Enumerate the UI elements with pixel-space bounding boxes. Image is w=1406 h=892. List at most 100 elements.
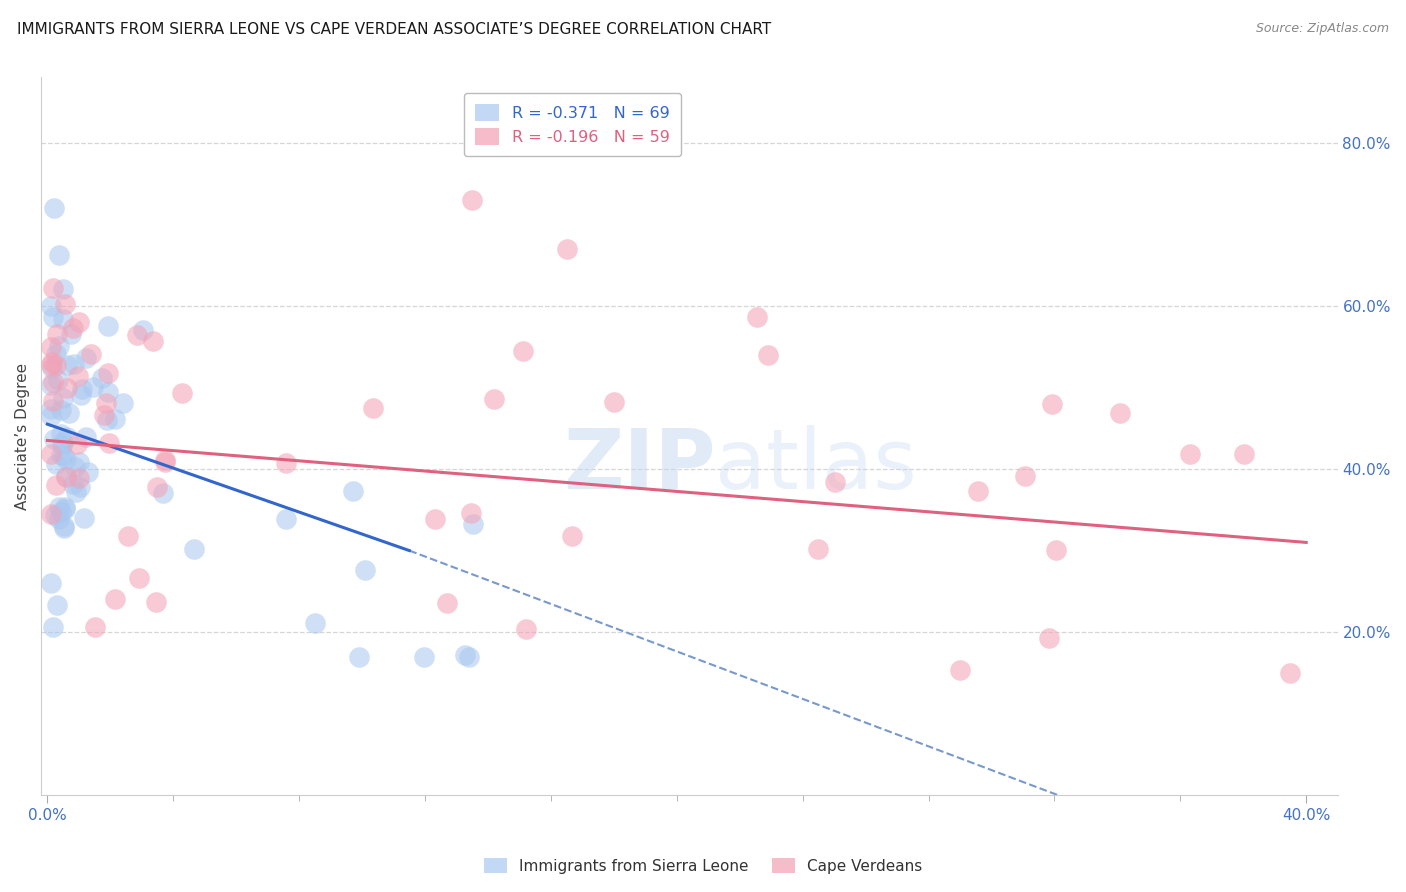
Point (153, 455, 176, 469)
Point (103, 592, 125, 607)
Point (274, 456, 297, 470)
Point (436, 596, 458, 610)
Point (453, 648, 475, 662)
Point (91, 370, 114, 384)
Point (347, 649, 370, 664)
Point (1108, 406, 1130, 420)
Point (98, 436, 121, 450)
Point (48, 373, 70, 387)
Point (72, 382, 94, 396)
Point (49, 505, 72, 519)
Point (458, 649, 481, 664)
Point (42, 310, 65, 324)
Point (1045, 543, 1067, 558)
Point (48, 339, 70, 353)
Point (745, 310, 768, 325)
Point (51, 402, 73, 417)
Point (45, 347, 67, 361)
Legend: Immigrants from Sierra Leone, Cape Verdeans: Immigrants from Sierra Leone, Cape Verde… (478, 852, 928, 880)
Point (412, 649, 434, 664)
Point (39, 378, 62, 392)
Point (423, 512, 446, 526)
Point (1278, 665, 1301, 680)
Point (48, 500, 70, 515)
Point (42, 375, 65, 389)
Point (482, 392, 505, 406)
Point (75, 351, 97, 365)
Point (55, 469, 77, 483)
Text: ZIP: ZIP (562, 425, 716, 506)
Point (42, 393, 65, 408)
Point (824, 475, 846, 489)
Point (79, 347, 101, 361)
Point (111, 396, 134, 410)
Point (77, 465, 100, 479)
Point (39, 447, 62, 461)
Point (55, 452, 77, 467)
Text: IMMIGRANTS FROM SIERRA LEONE VS CAPE VERDEAN ASSOCIATE’S DEGREE CORRELATION CHAR: IMMIGRANTS FROM SIERRA LEONE VS CAPE VER… (17, 22, 770, 37)
Point (128, 571, 150, 585)
Point (62, 321, 84, 335)
Point (127, 328, 149, 343)
Point (58, 405, 80, 419)
Point (51, 282, 73, 296)
Point (62, 476, 84, 491)
Point (56, 381, 79, 395)
Point (75, 429, 97, 443)
Point (515, 622, 537, 636)
Point (39, 402, 62, 417)
Point (1038, 631, 1060, 645)
Legend: R = -0.371   N = 69, R = -0.196   N = 59: R = -0.371 N = 69, R = -0.196 N = 59 (464, 93, 681, 156)
Point (42, 280, 65, 294)
Point (104, 411, 127, 425)
Point (1014, 468, 1036, 483)
Point (67, 369, 90, 384)
Point (555, 242, 578, 256)
Point (361, 401, 384, 415)
Point (63, 358, 86, 372)
Point (97, 384, 120, 399)
Point (48, 512, 70, 526)
Point (66, 437, 89, 451)
Point (39, 359, 62, 373)
Point (142, 334, 165, 348)
Point (460, 506, 482, 520)
Point (117, 529, 139, 543)
Y-axis label: Associate’s Degree: Associate’s Degree (15, 363, 30, 510)
Point (39, 507, 62, 521)
Point (51, 448, 73, 462)
Text: atlas: atlas (716, 425, 917, 506)
Point (603, 394, 626, 409)
Point (53, 449, 76, 463)
Point (342, 484, 364, 499)
Point (45, 327, 67, 342)
Point (967, 483, 990, 498)
Point (56, 359, 79, 373)
Point (1233, 447, 1256, 461)
Point (155, 453, 177, 467)
Point (56, 430, 79, 444)
Point (93, 408, 115, 422)
Point (461, 193, 484, 207)
Point (44, 358, 66, 372)
Point (39, 299, 62, 313)
Point (39, 575, 62, 590)
Point (52, 312, 75, 326)
Point (49, 427, 72, 442)
Point (304, 616, 326, 631)
Point (45, 598, 67, 612)
Point (461, 516, 484, 531)
Point (96, 413, 118, 427)
Point (145, 594, 167, 608)
Point (52, 435, 75, 450)
Point (52, 391, 75, 405)
Point (69, 480, 91, 494)
Point (52, 518, 75, 533)
Text: Source: ZipAtlas.com: Source: ZipAtlas.com (1256, 22, 1389, 36)
Point (183, 541, 205, 556)
Point (42, 620, 65, 634)
Point (97, 366, 120, 380)
Point (55, 469, 77, 483)
Point (52, 520, 75, 534)
Point (146, 481, 169, 495)
